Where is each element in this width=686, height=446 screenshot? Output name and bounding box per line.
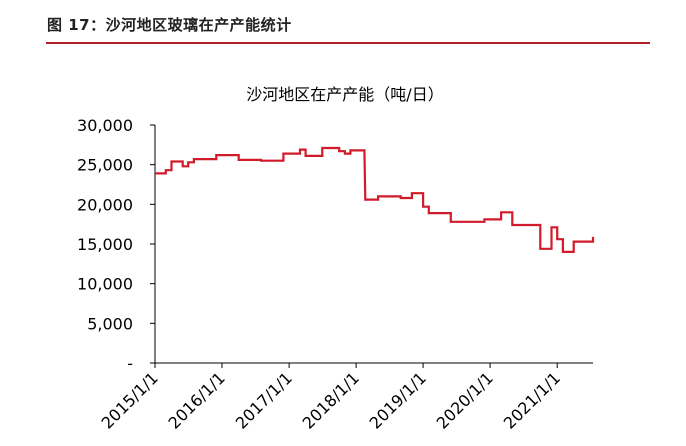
header-rule — [46, 42, 650, 44]
figure-header: 图 17：沙河地区玻璃在产产能统计 — [47, 16, 292, 34]
x-tick-label: 2016/1/1 — [165, 368, 229, 432]
y-tick-label: 5,000 — [87, 314, 133, 333]
x-tick-label: 2015/1/1 — [98, 368, 162, 432]
y-tick-label: 15,000 — [77, 235, 133, 254]
x-tick-label: 2018/1/1 — [299, 368, 363, 432]
x-tick-label: 2021/1/1 — [500, 368, 564, 432]
y-tick-label: 20,000 — [77, 195, 133, 214]
y-tick-label: 30,000 — [77, 116, 133, 135]
x-tick-label: 2019/1/1 — [366, 368, 430, 432]
y-tick-label: - — [127, 354, 133, 373]
series-line — [155, 146, 595, 253]
y-ticks: - 5,000 10,000 15,000 20,000 25,000 30,000 — [77, 116, 155, 373]
x-ticks: 2015/1/1 2016/1/1 2017/1/1 2018/1/1 2019/1/1… — [98, 363, 564, 433]
x-tick-label: 2017/1/1 — [232, 368, 296, 432]
x-tick-label: 2020/1/1 — [433, 368, 497, 432]
chart-title: 沙河地区在产产能（吨/日） — [246, 85, 443, 104]
y-tick-label: 25,000 — [77, 156, 133, 175]
y-tick-label: 10,000 — [77, 275, 133, 294]
